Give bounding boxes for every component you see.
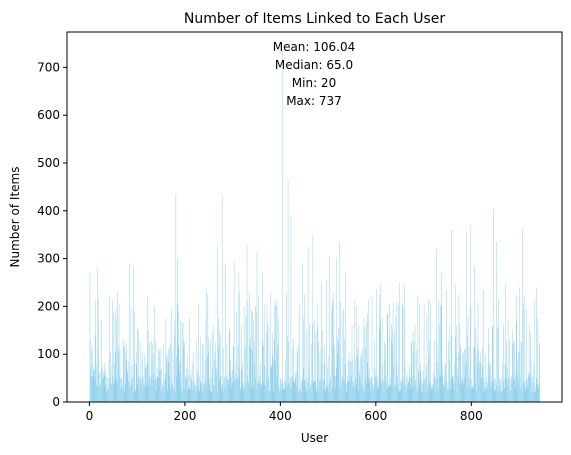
- x-axis-ticks: 0 200 400 600 800: [86, 402, 483, 423]
- chart-title: Number of Items Linked to Each User: [184, 11, 445, 27]
- annotation-median: Median: 65.0: [275, 58, 353, 72]
- stats-annotation: Mean: 106.04 Median: 65.0 Min: 20 Max: 7…: [273, 40, 356, 108]
- y-tick-label: 300: [37, 252, 60, 266]
- x-axis-label: User: [301, 431, 328, 445]
- x-tick-label: 800: [460, 409, 483, 423]
- x-tick-label: 200: [173, 409, 196, 423]
- y-tick-label: 400: [37, 204, 60, 218]
- x-tick-label: 0: [86, 409, 94, 423]
- y-tick-label: 700: [37, 60, 60, 74]
- bars-group: [89, 49, 540, 402]
- x-tick-label: 600: [364, 409, 387, 423]
- plot-frame: [66, 31, 563, 403]
- y-tick-label: 100: [37, 347, 60, 361]
- y-tick-label: 500: [37, 156, 60, 170]
- x-tick-label: 400: [269, 409, 292, 423]
- y-axis-label: Number of Items: [8, 167, 22, 268]
- y-tick-label: 600: [37, 108, 60, 122]
- annotation-max: Max: 737: [286, 94, 342, 108]
- annotation-min: Min: 20: [292, 76, 336, 90]
- y-tick-label: 0: [52, 395, 60, 409]
- y-tick-label: 200: [37, 299, 60, 313]
- annotation-mean: Mean: 106.04: [273, 40, 356, 54]
- y-axis-ticks: 0 100 200 300 400 500 600 700: [37, 60, 67, 409]
